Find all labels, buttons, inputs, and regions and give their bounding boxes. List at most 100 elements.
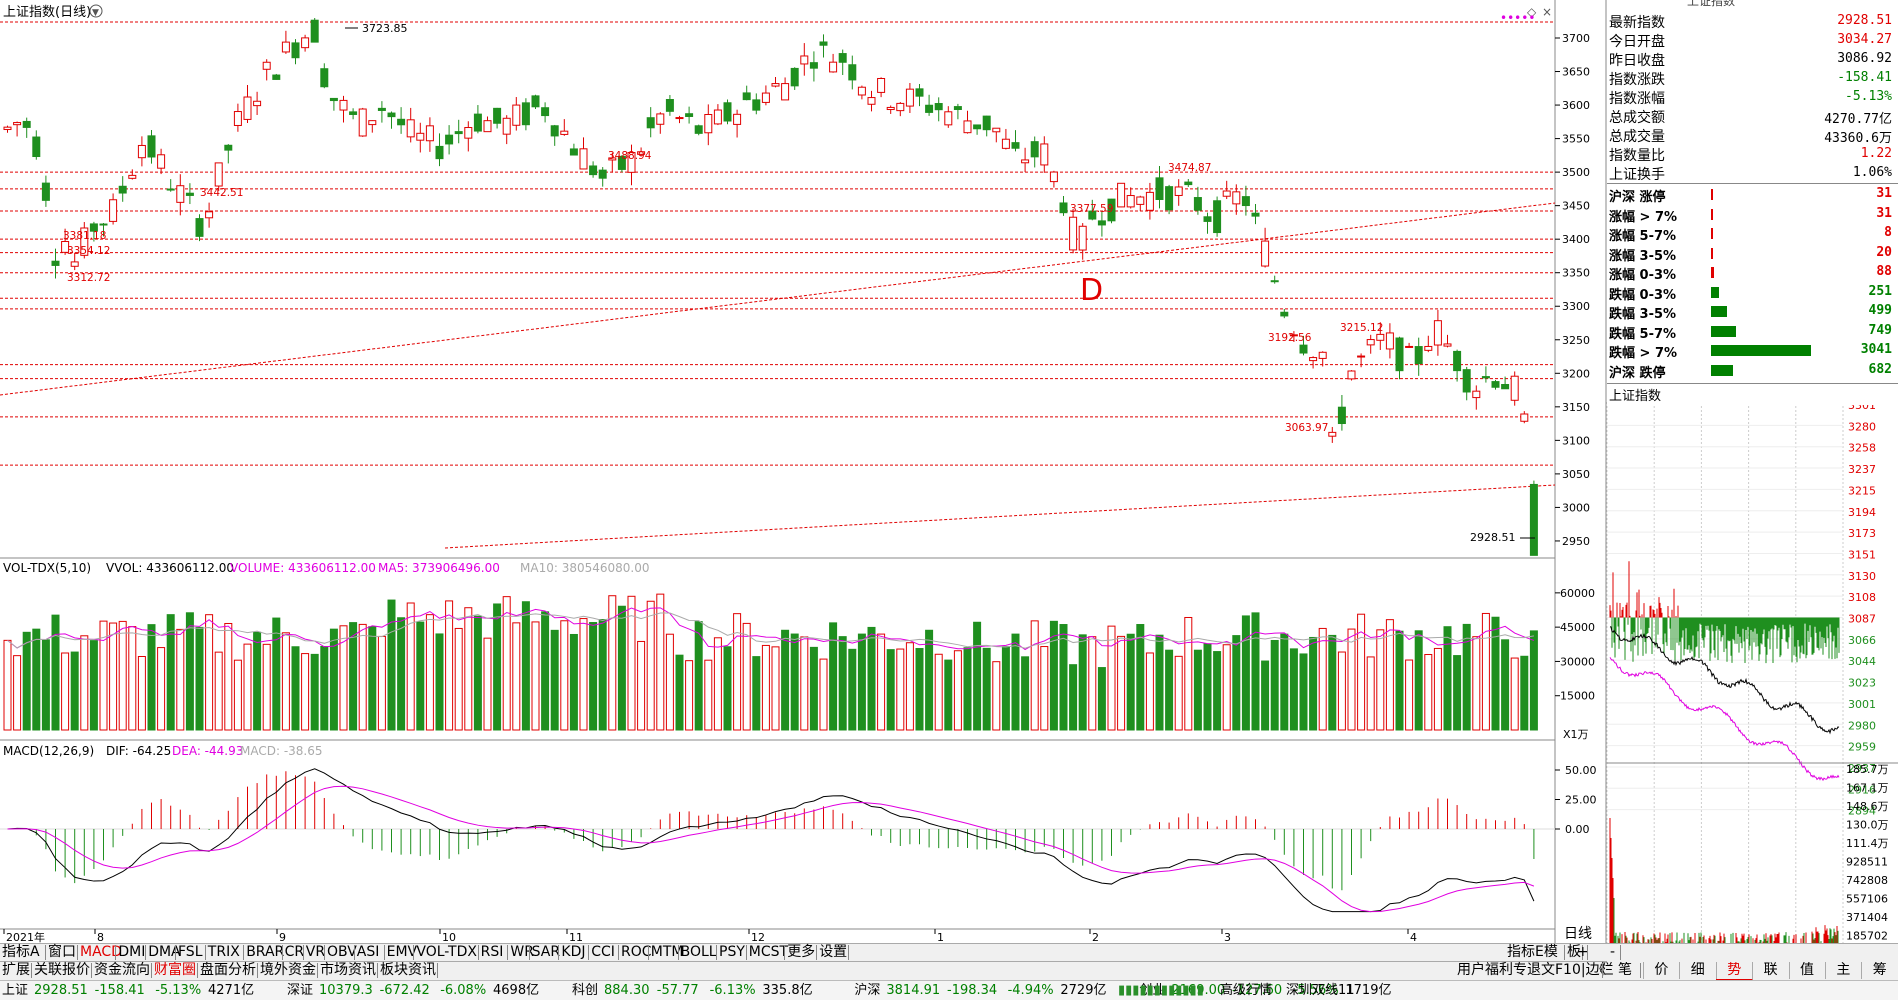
indicator-tab-6[interactable]: BRAR	[246, 944, 285, 960]
candle-body	[915, 88, 924, 97]
indicator-tab-22[interactable]: MCST	[748, 944, 789, 960]
candle-body	[1309, 357, 1318, 362]
sidebar-toggle[interactable]: 用户福利专退文F10|边栏	[1457, 962, 1614, 978]
macd-tick-label: 50.00	[1565, 764, 1597, 777]
extension-tab-1[interactable]: 关联报价	[34, 962, 90, 978]
right-tab[interactable]: 联	[1753, 962, 1790, 979]
candle-body	[32, 136, 41, 158]
volume-bar	[848, 648, 857, 731]
extension-tab-2[interactable]: 资金流向	[94, 962, 150, 978]
extension-tab-7[interactable]: 板块资讯	[380, 962, 436, 978]
indicator-tab-14[interactable]: WR	[510, 944, 534, 960]
status-index-pct: -5.56%	[1292, 983, 1339, 998]
indicator-tab-20[interactable]: BOLL	[680, 944, 717, 960]
indicator-tab-1[interactable]: MACD	[80, 944, 122, 960]
right-tab[interactable]: 势	[1716, 962, 1754, 981]
extension-tab-6[interactable]: 市场资讯	[320, 962, 376, 978]
indicator-tab-17[interactable]: CCI	[591, 944, 615, 960]
mini-price-tick: 3001	[1848, 698, 1876, 711]
quote-stat-row: 指数涨幅 -5.13%	[1607, 88, 1898, 107]
indicator-right-tab-0[interactable]: 指标E模	[1507, 944, 1558, 960]
ma10-readout: MA10: 380546080.00	[520, 561, 650, 575]
tab-separator	[848, 945, 850, 960]
right-tab[interactable]: 筹	[1862, 962, 1898, 979]
indicator-tab-3[interactable]: DMA	[148, 944, 181, 960]
tab-indicator-a[interactable]: 指标A	[2, 944, 40, 960]
volume-bar	[1347, 628, 1356, 731]
candle-body	[1145, 191, 1154, 211]
mini-price-tick: 2980	[1848, 719, 1876, 732]
right-tab[interactable]: 值	[1789, 962, 1826, 979]
right-tab[interactable]: 主	[1825, 962, 1863, 979]
mini-price-tick: 2916	[1848, 783, 1876, 796]
candle-body	[675, 117, 684, 120]
diamond-icon[interactable]: ◇	[1527, 5, 1537, 19]
status-index-pct: -5.13%	[155, 983, 202, 998]
period-daily-label[interactable]: 日线	[1564, 926, 1592, 942]
volume-bar	[1424, 654, 1433, 731]
indicator-tab-23[interactable]: 更多	[787, 944, 816, 960]
right-tab[interactable]: 价	[1643, 962, 1681, 979]
indicator-tab-2[interactable]: DMI	[118, 944, 146, 960]
x-tick-label: 11	[569, 931, 583, 944]
volume-bar	[157, 647, 166, 731]
extension-tab-4[interactable]: 盘面分析	[200, 962, 256, 978]
tab-separator	[588, 945, 590, 960]
status-right-0[interactable]: 高级行情	[1220, 983, 1273, 998]
candle-body	[608, 157, 617, 161]
candle-body	[982, 115, 991, 131]
indicator-right-tab-1[interactable]: 板	[1567, 944, 1581, 960]
indicator-tab-10[interactable]: ASI	[356, 944, 380, 960]
volume-bar	[493, 603, 502, 731]
indicator-tab-4[interactable]: FSL	[178, 944, 203, 960]
indicator-tab-19[interactable]: MTM	[650, 944, 684, 960]
breadth-row: 沪深 跌停 682	[1607, 361, 1898, 381]
indicator-tab-11[interactable]: EMV	[386, 944, 418, 960]
breadth-row: 跌幅 > 7% 3041	[1607, 341, 1898, 361]
indicator-tab-9[interactable]: OBV	[327, 944, 357, 960]
indicator-tab-18[interactable]: ROC	[621, 944, 652, 960]
right-tab[interactable]: 笔	[1607, 962, 1644, 979]
indicator-tab-13[interactable]: RSI	[480, 944, 504, 960]
status-index-label: 创业	[1139, 983, 1166, 998]
collapse-arrow-icon[interactable]: 《	[1592, 962, 1606, 978]
extension-tab-0[interactable]: 扩展	[2, 962, 30, 978]
candle-body	[646, 117, 655, 129]
candle-body	[205, 211, 214, 219]
annotation-letter-d: D	[1080, 273, 1103, 308]
tab-separator	[281, 945, 283, 960]
volume-bar	[1472, 636, 1481, 731]
remove-tab-button[interactable]: -	[1610, 944, 1616, 960]
macd-tick-label: 0.00	[1565, 823, 1590, 836]
status-right-1[interactable]: 深圳双线11	[1286, 983, 1355, 998]
volume-bar	[1232, 635, 1241, 731]
indicator-tab-24[interactable]: 设置	[819, 944, 848, 960]
close-icon[interactable]: ×	[1542, 5, 1552, 19]
extension-tab-3[interactable]: 财富圈	[154, 962, 196, 978]
volume-bar	[473, 615, 482, 731]
volume-bar	[877, 633, 886, 731]
price-annotation: 3442.51	[200, 187, 243, 199]
add-tab-button[interactable]: +	[1577, 944, 1589, 960]
indicator-tab-21[interactable]: PSY	[719, 944, 745, 960]
candle-body	[406, 119, 415, 138]
chevron-down-icon[interactable]	[89, 4, 103, 18]
indicator-tab-7[interactable]: CR	[284, 944, 305, 960]
status-index-label: 沪深	[854, 983, 881, 998]
indicator-tab-16[interactable]: KDJ	[561, 944, 586, 960]
candle-body	[1030, 141, 1039, 158]
tab-separator	[257, 963, 258, 978]
breadth-label: 涨幅 > 7%	[1609, 209, 1678, 225]
indicator-tab-0[interactable]: 窗口	[48, 944, 76, 960]
extension-tab-5[interactable]: 境外资金	[260, 962, 316, 978]
volume-bar	[80, 635, 89, 731]
candle-body	[838, 53, 847, 63]
indicator-tab-12[interactable]: VOL-TDX	[416, 944, 477, 960]
volume-bar	[1088, 636, 1097, 731]
indicator-tab-8[interactable]: VR	[305, 944, 326, 960]
indicator-tab-5[interactable]: TRIX	[207, 944, 240, 960]
volume-bar	[925, 629, 934, 731]
right-tab[interactable]: 细	[1680, 962, 1717, 979]
candle-body	[368, 120, 377, 126]
indicator-tab-15[interactable]: SAR	[531, 944, 561, 960]
